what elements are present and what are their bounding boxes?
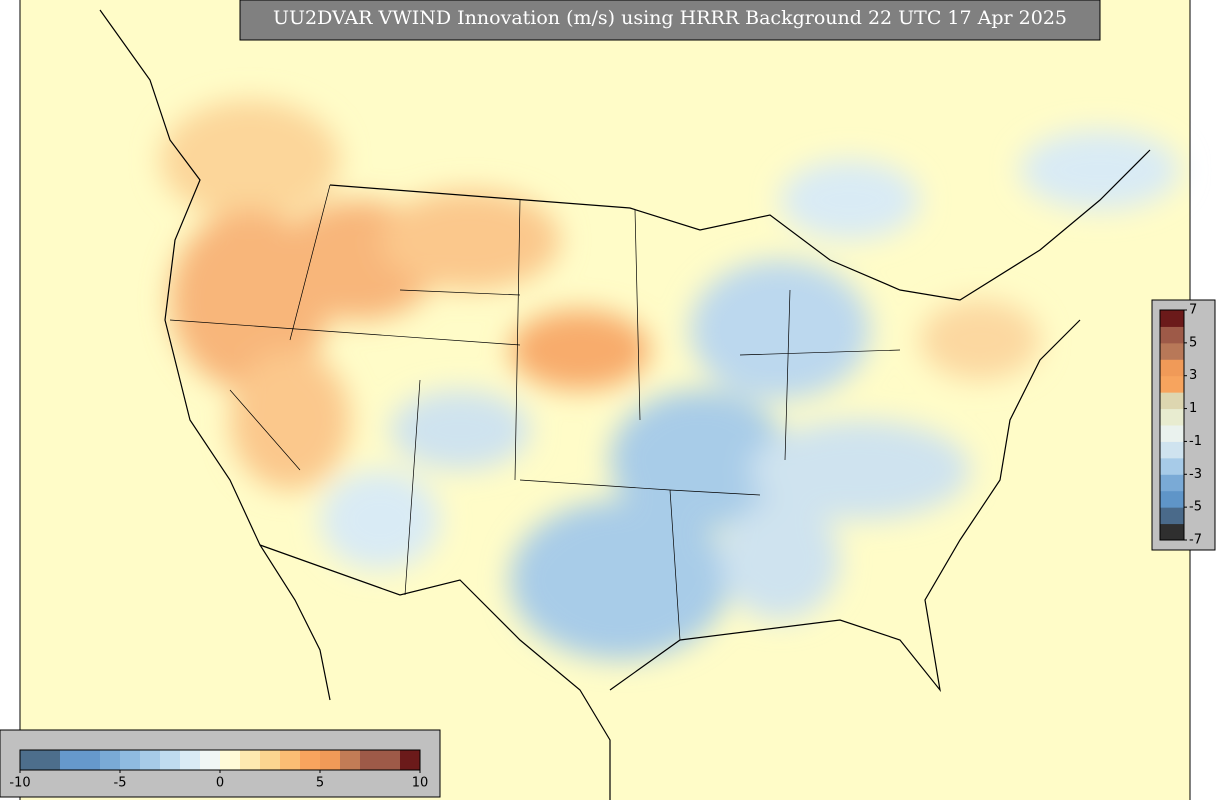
colorbar-tick-label: -10 xyxy=(9,776,30,791)
colorbar-tick-label: 5 xyxy=(316,776,324,791)
title-box xyxy=(239,0,1101,41)
colorbar-segment xyxy=(1160,441,1184,459)
colorbar-segment xyxy=(380,750,401,770)
colorbar-segment xyxy=(1160,375,1184,393)
colorbar-segment xyxy=(360,750,381,770)
colorbar-segment xyxy=(200,750,221,770)
border-mexico xyxy=(259,544,611,800)
colorbar-tick-label: -5 xyxy=(114,776,127,791)
title: UU2DVAR VWIND Innovation (m/s) using HRR… xyxy=(273,7,1067,29)
colorbar-segment xyxy=(1160,457,1184,475)
colorbar-segment xyxy=(60,750,81,770)
west-coast xyxy=(99,9,331,701)
colorbar-segment xyxy=(240,750,261,770)
colorbar-segment xyxy=(220,750,241,770)
colorbar-segment xyxy=(300,750,321,770)
gulf-atlantic-coast xyxy=(609,319,1081,693)
colorbar-tick-label: 1 xyxy=(1189,401,1197,416)
colorbar-segment xyxy=(340,750,361,770)
colorbar-segment xyxy=(120,750,141,770)
colorbar-segment xyxy=(140,750,161,770)
colorbar-tick-label: 3 xyxy=(1189,368,1197,383)
colorbar-tick-label: -5 xyxy=(1189,500,1202,515)
state-lines xyxy=(169,184,901,641)
colorbar-segment xyxy=(1160,342,1184,360)
border-canada xyxy=(329,149,1151,301)
colorbar-segment xyxy=(280,750,301,770)
colorbar-tick-label: -1 xyxy=(1189,434,1202,449)
colorbar-segment xyxy=(1160,474,1184,492)
colorbar-segment xyxy=(260,750,281,770)
colorbar-segment xyxy=(1160,392,1184,410)
colorbar-segment xyxy=(1160,310,1184,327)
colorbar-tick-label: 7 xyxy=(1189,303,1197,318)
colorbar-tick-label: 10 xyxy=(412,776,429,791)
colorbar-tick-label: -7 xyxy=(1189,533,1202,548)
colorbar-segment xyxy=(1160,523,1184,541)
colorbar-segment xyxy=(160,750,181,770)
colorbar-segment xyxy=(1160,507,1184,525)
colorbar-segment xyxy=(1160,425,1184,442)
colorbar-tick-label: 5 xyxy=(1189,335,1197,350)
colorbar-segment xyxy=(1160,359,1184,377)
colorbar-segment xyxy=(1160,490,1184,508)
colorbar-tick-label: -3 xyxy=(1189,467,1202,482)
colorbar-segment xyxy=(1160,326,1184,344)
colorbar-segment xyxy=(80,750,101,770)
colorbar-segment xyxy=(40,750,61,770)
colorbar-segment xyxy=(180,750,201,770)
colorbar-segment xyxy=(100,750,121,770)
innovation-field xyxy=(160,100,1180,660)
colorbar-segment xyxy=(20,750,41,770)
colorbar-segment xyxy=(320,750,341,770)
colorbar-segment xyxy=(1160,408,1184,426)
colorbar-outline xyxy=(1159,309,1185,541)
colorbar-segment xyxy=(400,750,421,770)
colorbar-tick-label: 0 xyxy=(216,776,224,791)
